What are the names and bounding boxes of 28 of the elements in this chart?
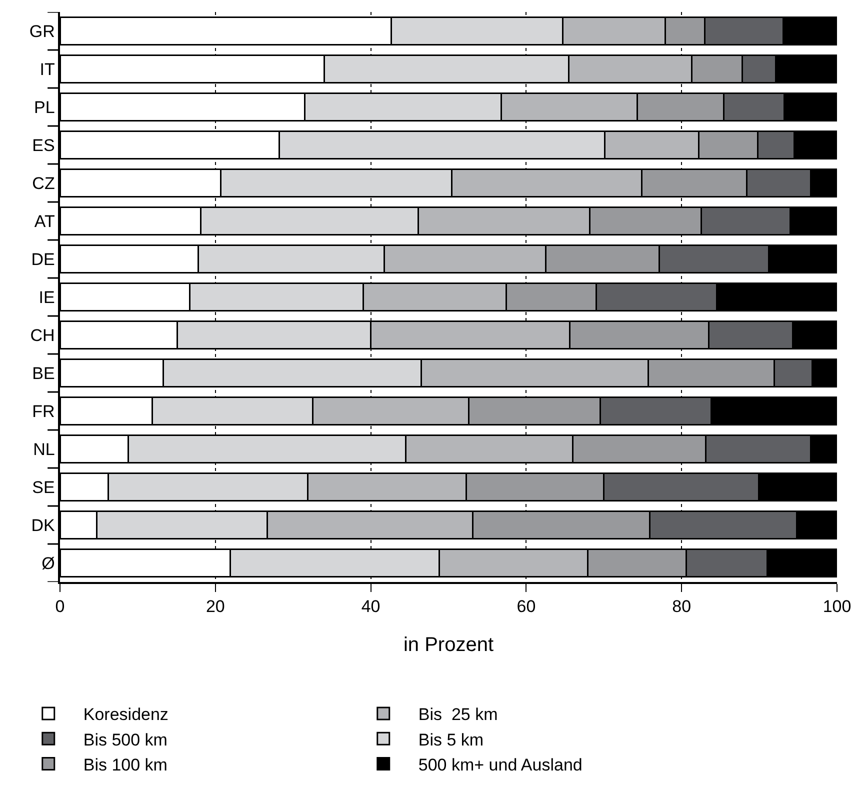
y-tick-label: DE (31, 250, 55, 269)
x-tick-label: 80 (672, 597, 692, 616)
x-tick-label: 0 (55, 597, 65, 616)
x-tick-label: 60 (516, 597, 536, 616)
legend-label: Koresidenz (83, 705, 168, 724)
y-tick-label: GR (29, 22, 55, 41)
legend-label: Bis 500 km (83, 730, 168, 750)
y-tick-label: AT (34, 212, 55, 231)
y-tick-label: BE (32, 364, 55, 383)
y-tick-label: DK (31, 516, 56, 535)
legend-label: 500 km+ und Ausland (418, 755, 582, 774)
y-tick-label: NL (33, 440, 55, 459)
x-tick-label: 20 (206, 597, 225, 616)
y-tick-label: Ø (42, 554, 55, 573)
x-tick-label: 100 (822, 597, 852, 616)
legend-label: Bis 5 km (418, 730, 484, 750)
y-tick-label: SE (32, 478, 55, 497)
y-tick-label: CH (30, 326, 55, 345)
y-tick-label: ES (32, 136, 55, 155)
x-tick-label: 40 (361, 597, 380, 616)
legend-label: Bis 100 km (83, 755, 168, 774)
x-axis-title: in Prozent (403, 634, 494, 656)
y-tick-label: IT (40, 60, 55, 79)
y-tick-label: IE (38, 288, 55, 307)
y-tick-label: FR (32, 402, 55, 421)
y-tick-label: CZ (32, 174, 55, 193)
legend-label: Bis 25 km (418, 705, 498, 724)
y-tick-label: PL (34, 98, 55, 117)
